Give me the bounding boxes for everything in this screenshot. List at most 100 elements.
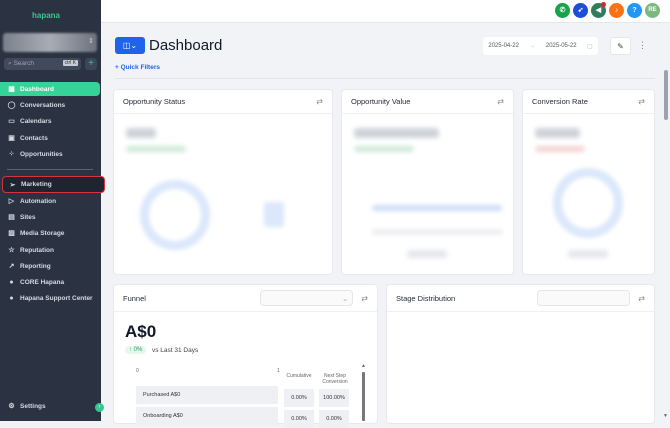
switch-icon[interactable]: ⇄ [361,293,368,303]
megaphone-icon[interactable]: ◀ [591,2,606,18]
sidebar-item-label: Dashboard [20,85,54,93]
sidebar-item-label: Reputation [20,246,54,254]
star-icon: ☆ [8,247,15,254]
collapse-sidebar-button[interactable]: ‹ [95,403,104,412]
date-start: 2025-04-22 [488,43,519,49]
sidebar-item-label: Marketing [21,181,52,188]
cumulative-cell: 0.00% [284,389,314,407]
quick-add-button[interactable]: + [85,58,97,70]
funnel-scrollbar[interactable] [362,372,365,421]
opportunities-icon: ⁘ [8,151,15,158]
card-title: Stage Distribution [396,293,456,303]
stage-distribution-card: Stage Distribution ⇄ [386,284,655,424]
quick-filters-button[interactable]: + Quick Filters [115,64,160,71]
sidebar-item-reputation[interactable]: ☆ Reputation [0,243,101,257]
funnel-select[interactable]: ⌄ [260,290,354,306]
image-icon: ▨ [8,230,15,237]
conversion-rate-card: Conversion Rate ⇄ [522,89,655,275]
blurred-value [126,128,156,138]
dashboard-switcher-button[interactable]: ◫⌄ [115,37,145,54]
automation-icon: ▷ [8,198,15,205]
sidebar-item-label: Media Storage [20,229,65,237]
next-step-cell: 100.00% [319,389,349,407]
blurred-value [535,128,580,138]
sidebar-item-label: Settings [20,402,46,410]
scroll-up-icon[interactable]: ▲ [361,363,366,369]
search-shortcut: ctrl K [62,60,78,66]
phone-icon[interactable]: ✆ [555,3,570,18]
edit-dashboard-button[interactable]: ✎ [610,37,631,55]
opportunity-status-card: Opportunity Status ⇄ [113,89,333,275]
sidebar-item-label: Sites [20,213,36,221]
date-range-picker[interactable]: 2025-04-22 → 2025-05-22 ▢ [483,37,598,55]
switch-icon[interactable]: ⇄ [638,293,645,303]
page-scrollbar[interactable] [664,70,668,120]
avatar[interactable]: RE [645,3,660,18]
calendar-icon: ▢ [587,43,593,50]
account-switcher[interactable] [3,33,97,52]
bell-icon[interactable]: ♪ [609,3,624,18]
card-title: Funnel [123,293,146,303]
help-icon[interactable]: ? [627,3,642,18]
card-title: Opportunity Value [351,97,411,106]
send-icon: ➢ [9,181,16,189]
sidebar-item-contacts[interactable]: ▣ Contacts [0,131,101,145]
switch-icon[interactable]: ⇄ [497,97,504,106]
sidebar-item-automation[interactable]: ▷ Automation [0,194,101,208]
sidebar-item-label: Contacts [20,134,48,142]
sidebar-item-label: Opportunities [20,150,63,158]
blurred-change [535,146,585,152]
sidebar-item-opportunities[interactable]: ⁘ Opportunities [0,147,101,161]
comparison-label: vs Last 31 Days [152,347,199,354]
column-cumulative: Cumulative [286,373,312,379]
trend-icon: ↗ [8,263,15,270]
logo: hapana [32,11,61,20]
sidebar-item-conversations[interactable]: ◯ Conversations [0,98,101,112]
sidebar-item-label: Calendars [20,117,52,125]
switch-icon[interactable]: ⇄ [316,97,323,106]
chevron-updown-icon[interactable]: ⇕ [88,38,94,45]
more-options-icon[interactable]: ⋮ [638,40,647,50]
grid-icon: ▦ [8,86,15,93]
date-end: 2025-05-22 [545,43,577,49]
sidebar-item-label: Reporting [20,262,51,270]
funnel-row: Purchased A$0 [136,386,278,404]
axis-max: 1 [277,368,280,374]
chat-icon: ◯ [7,102,16,109]
blurred-legend [407,250,447,258]
sidebar-item-dashboard[interactable]: ▦ Dashboard [0,82,100,96]
sidebar: hapana ⇕ ⌕ Search ctrl K + ▦ Dashboard ◯ Co… [0,0,105,421]
search-placeholder: Search [13,60,35,67]
chevron-down-icon: ⌄ [342,294,349,303]
sidebar-item-settings[interactable]: ⚙ Settings [0,399,101,413]
blurred-axis [372,230,502,234]
sidebar-item-label: Automation [20,197,57,205]
search-input[interactable]: ⌕ Search ctrl K [4,58,81,70]
card-title: Conversion Rate [532,97,588,106]
funnel-row: Onboarding A$0 [136,407,278,425]
sidebar-item-core-hapana[interactable]: ● CORE Hapana [0,275,101,289]
blurred-change [354,146,414,152]
blurred-donut-chart [140,180,210,250]
page-title: Dashboard [149,37,223,54]
sidebar-item-calendars[interactable]: ▭ Calendars [0,114,101,128]
sidebar-item-label: CORE Hapana [20,278,65,286]
rocket-icon[interactable]: ➶ [573,3,588,18]
funnel-total: A$0 [125,322,157,341]
header-divider [115,78,655,79]
switch-icon[interactable]: ⇄ [638,97,645,106]
opportunity-value-card: Opportunity Value ⇄ [341,89,514,275]
sidebar-item-media-storage[interactable]: ▨ Media Storage [0,226,101,240]
change-badge: ↑ 0% [125,346,147,354]
sidebar-item-support-center[interactable]: ● Hapana Support Center [0,291,101,305]
core-icon: ● [9,278,14,286]
sidebar-item-marketing[interactable]: ➢ Marketing [2,176,105,193]
arrow-right-icon: → [529,43,536,49]
stage-select[interactable] [537,290,631,306]
sidebar-item-sites[interactable]: ▤ Sites [0,210,101,224]
blurred-change [126,146,186,152]
scroll-down-icon[interactable]: ▼ [663,413,668,419]
cumulative-cell: 0.00% [284,410,314,428]
sidebar-item-reporting[interactable]: ↗ Reporting [0,259,101,273]
notification-dot [601,2,606,7]
